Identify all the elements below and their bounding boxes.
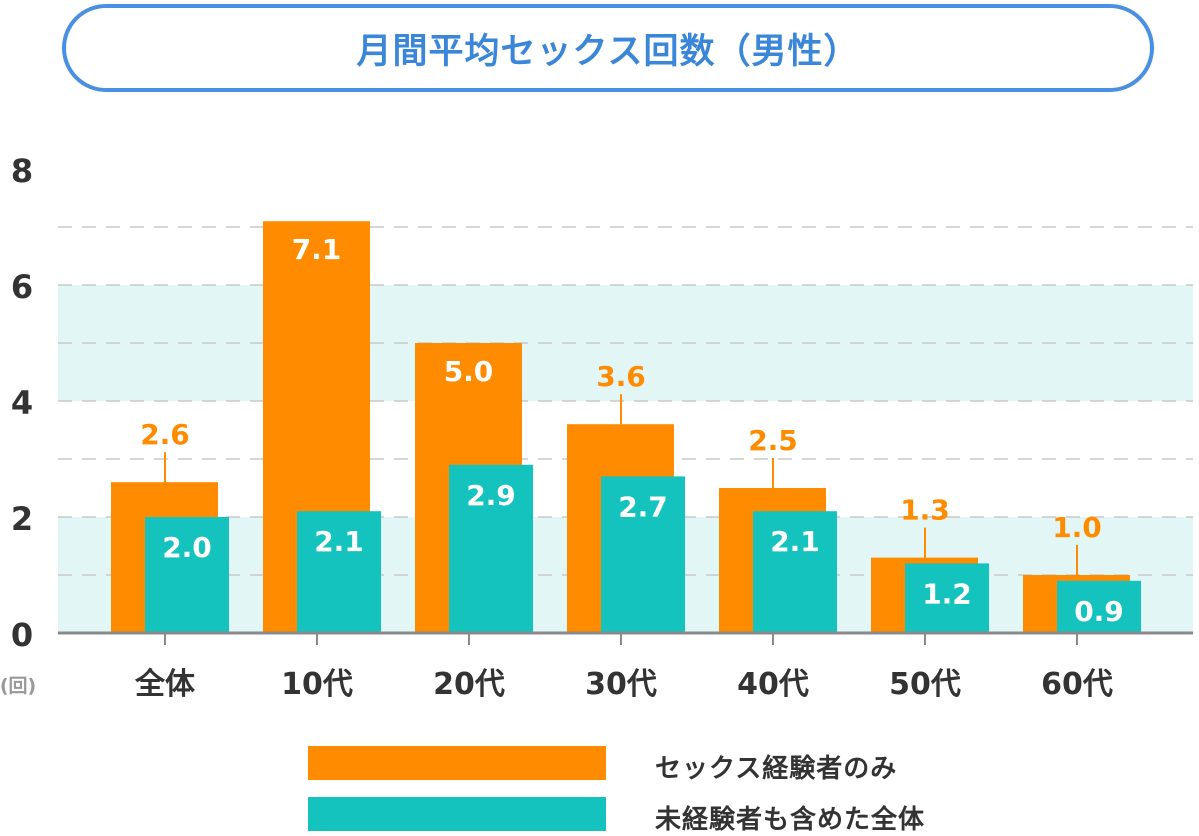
value-label-all: 2.9 — [466, 479, 516, 512]
y-tick-label: 8 — [11, 152, 33, 190]
x-category-label: 60代 — [1041, 667, 1113, 702]
value-label-experienced: 5.0 — [444, 355, 494, 388]
bar-all — [753, 511, 837, 633]
legend-swatch-experienced — [308, 746, 606, 780]
y-tick-label: 0 — [11, 616, 33, 654]
bar-all — [601, 476, 685, 633]
legend-label-experienced: セックス経験者のみ — [655, 754, 898, 784]
x-category-label: 40代 — [737, 667, 809, 702]
x-category-label: 50代 — [889, 667, 961, 702]
value-label-experienced: 1.0 — [1052, 511, 1102, 544]
bar-all — [905, 563, 989, 633]
bar-all — [1057, 580, 1141, 633]
value-label-all: 2.0 — [162, 531, 212, 564]
x-category-label: 20代 — [433, 667, 505, 702]
y-tick-label: 4 — [11, 384, 33, 422]
bar-all — [297, 511, 381, 633]
y-tick-label: 6 — [11, 268, 33, 306]
value-label-all: 2.1 — [314, 525, 364, 558]
value-label-experienced: 3.6 — [596, 360, 646, 393]
y-tick-label: 2 — [11, 500, 33, 538]
y-axis-unit-label: (回) — [0, 675, 36, 697]
value-label-experienced: 1.3 — [900, 494, 950, 527]
x-category-label: 30代 — [585, 667, 657, 702]
chart-title: 月間平均セックス回数（男性） — [356, 31, 860, 72]
value-label-all: 1.2 — [922, 577, 972, 610]
bar-all — [449, 464, 533, 633]
bar-all — [145, 517, 229, 633]
value-label-all: 2.7 — [618, 490, 668, 523]
legend-label-all: 未経験者も含めた全体 — [655, 805, 926, 835]
value-label-experienced: 2.6 — [140, 418, 190, 451]
x-category-label: 10代 — [281, 667, 353, 702]
value-label-experienced: 2.5 — [748, 424, 798, 457]
legend-swatch-all — [308, 797, 606, 831]
value-label-experienced: 7.1 — [292, 233, 342, 266]
value-label-all: 0.9 — [1074, 595, 1124, 628]
x-category-label: 全体 — [134, 667, 196, 702]
chart-title-box: 月間平均セックス回数（男性） — [62, 4, 1154, 92]
value-label-all: 2.1 — [770, 525, 820, 558]
